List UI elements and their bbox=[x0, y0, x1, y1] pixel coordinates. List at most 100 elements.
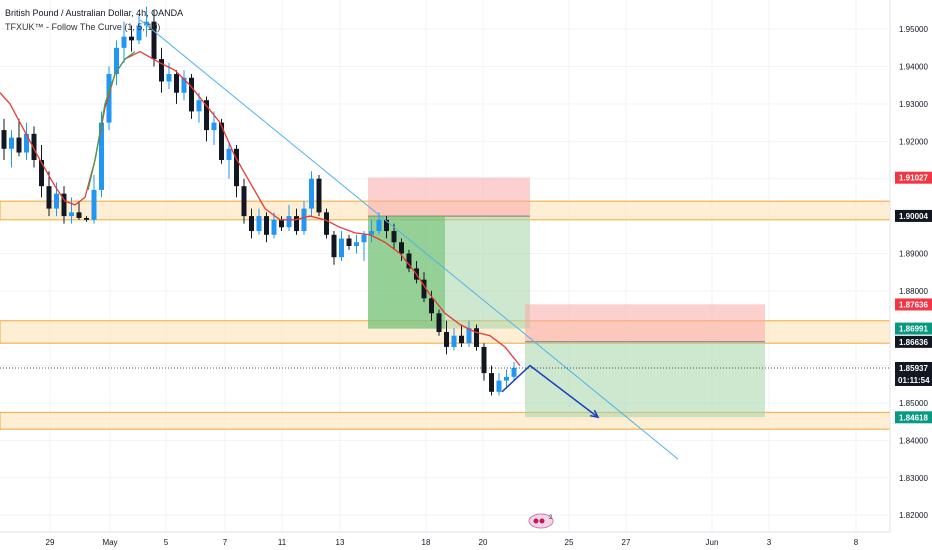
candle-body bbox=[316, 178, 322, 213]
candle-body bbox=[204, 100, 209, 131]
price-tick-label: 1.93000 bbox=[899, 100, 928, 109]
time-tick-label: 25 bbox=[565, 538, 574, 547]
time-tick-label: 13 bbox=[336, 538, 345, 547]
candle-body bbox=[76, 212, 82, 218]
candle-body bbox=[181, 77, 187, 93]
time-tick-label: 7 bbox=[223, 538, 228, 547]
take-profit-zone bbox=[525, 341, 765, 418]
price-tag-label: 1.86991 bbox=[899, 325, 928, 334]
candle-body bbox=[271, 219, 277, 235]
price-tag bbox=[895, 298, 932, 311]
candle-body bbox=[1, 130, 7, 149]
candle-body bbox=[226, 148, 232, 161]
candle-body bbox=[421, 279, 427, 299]
tradingview-logo-icon[interactable]: 2 bbox=[528, 513, 554, 529]
time-tick-label: May bbox=[102, 538, 117, 547]
price-tag-label: 1.84618 bbox=[899, 413, 928, 422]
candle-body bbox=[211, 122, 217, 131]
candle-body bbox=[451, 335, 457, 347]
candle-body bbox=[136, 25, 142, 41]
candle-body bbox=[474, 328, 479, 347]
price-tick-label: 1.85000 bbox=[899, 399, 928, 408]
price-tick-label: 1.92000 bbox=[899, 137, 928, 146]
candle-body bbox=[189, 77, 194, 112]
candle-body bbox=[496, 380, 502, 392]
stop-loss-zone bbox=[368, 177, 530, 217]
price-tag bbox=[895, 361, 932, 374]
price-tag-label: 1.86636 bbox=[899, 338, 928, 347]
candle-body bbox=[241, 186, 247, 217]
candle-body bbox=[16, 137, 22, 153]
candle-body bbox=[309, 178, 314, 209]
price-tag-label: 1.85937 bbox=[899, 364, 928, 373]
candle-body bbox=[376, 219, 382, 232]
candle-body bbox=[339, 238, 344, 258]
candle-body bbox=[459, 335, 464, 344]
candle-body bbox=[84, 217, 89, 220]
candle-body bbox=[331, 234, 337, 258]
time-tick-label: 20 bbox=[479, 538, 488, 547]
price-tags: 1.91027 1.90004 1.87636 1.86991 1.86636 1.859… bbox=[895, 171, 932, 424]
candlesticks bbox=[1, 6, 517, 396]
candle-body bbox=[234, 148, 239, 187]
candle-body bbox=[264, 216, 269, 235]
price-tag-label: 1.87636 bbox=[899, 300, 928, 309]
candle-body bbox=[369, 231, 374, 235]
candle-body bbox=[69, 212, 74, 217]
candle-body bbox=[166, 74, 172, 82]
stop-loss-zone bbox=[525, 304, 765, 342]
price-tick-label: 1.89000 bbox=[899, 249, 928, 258]
indicator-legend[interactable]: TFXUK™ - Follow The Curve (1, 5, 10) bbox=[5, 22, 161, 32]
candle-body bbox=[46, 186, 52, 209]
candle-body bbox=[144, 21, 149, 26]
price-tag bbox=[895, 335, 932, 348]
candle-body bbox=[159, 59, 164, 82]
candle-body bbox=[406, 253, 412, 269]
projection-arrow bbox=[501, 364, 599, 418]
price-tick-label: 1.84000 bbox=[899, 436, 928, 445]
position-boxes bbox=[368, 177, 765, 418]
candle-body bbox=[151, 21, 157, 60]
candle-body bbox=[294, 216, 299, 232]
candle-body bbox=[466, 328, 472, 344]
candle-body bbox=[384, 219, 389, 232]
time-tick-label: 27 bbox=[622, 538, 631, 547]
candle-body bbox=[286, 216, 292, 228]
countdown-label: 01:11:54 bbox=[898, 376, 930, 385]
chart-legend: British Pound / Australian Dollar, 4h, O… bbox=[5, 6, 183, 34]
price-tag-label: 1.90004 bbox=[899, 212, 928, 221]
candle-body bbox=[324, 212, 329, 235]
price-axis-background[interactable] bbox=[890, 0, 932, 550]
candle-body bbox=[399, 242, 404, 254]
candle-body bbox=[196, 100, 202, 112]
price-tick-label: 1.88000 bbox=[899, 287, 928, 296]
red-curve bbox=[0, 50, 521, 367]
time-tick-label: 5 bbox=[164, 538, 169, 547]
time-tick-label: 29 bbox=[46, 538, 55, 547]
arrow-head bbox=[590, 409, 600, 419]
countdown-tag bbox=[895, 373, 932, 386]
candle-body bbox=[444, 331, 449, 347]
trendline bbox=[139, 19, 679, 460]
chart-title[interactable]: British Pound / Australian Dollar, 4h, O… bbox=[5, 8, 184, 18]
candle-body bbox=[24, 133, 29, 153]
candle-body bbox=[61, 193, 67, 217]
candle-body bbox=[39, 160, 44, 187]
time-tick-label: 3 bbox=[767, 538, 772, 547]
green-curve bbox=[87, 51, 136, 191]
price-tick-label: 1.82000 bbox=[899, 511, 928, 520]
svg-text:2: 2 bbox=[549, 515, 553, 521]
candle-body bbox=[121, 36, 127, 48]
candle-body bbox=[91, 189, 97, 220]
candle-body bbox=[489, 373, 494, 392]
candle-body bbox=[219, 122, 224, 161]
candle-body bbox=[256, 216, 262, 232]
candle-body bbox=[511, 367, 517, 377]
candle-body bbox=[391, 231, 397, 243]
candle-body bbox=[301, 208, 307, 232]
indicator-curves bbox=[0, 50, 521, 367]
price-tag-label: 1.91027 bbox=[899, 174, 928, 183]
time-tick-label: 18 bbox=[422, 538, 431, 547]
price-tick-label: 1.83000 bbox=[899, 474, 928, 483]
